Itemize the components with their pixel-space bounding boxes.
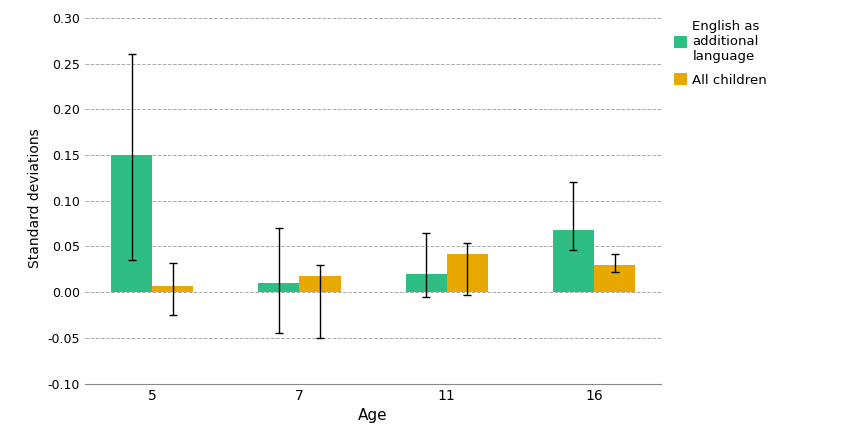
Bar [153,286,193,292]
Bar [553,230,594,292]
Bar [259,283,299,292]
Bar [111,155,153,292]
Bar [447,254,488,292]
Bar [299,276,341,292]
Legend: English as
additional
language, All children: English as additional language, All chil… [674,20,767,87]
Y-axis label: Standard deviations: Standard deviations [28,129,42,268]
Bar [405,274,447,292]
Bar [594,265,635,292]
X-axis label: Age: Age [359,408,388,423]
